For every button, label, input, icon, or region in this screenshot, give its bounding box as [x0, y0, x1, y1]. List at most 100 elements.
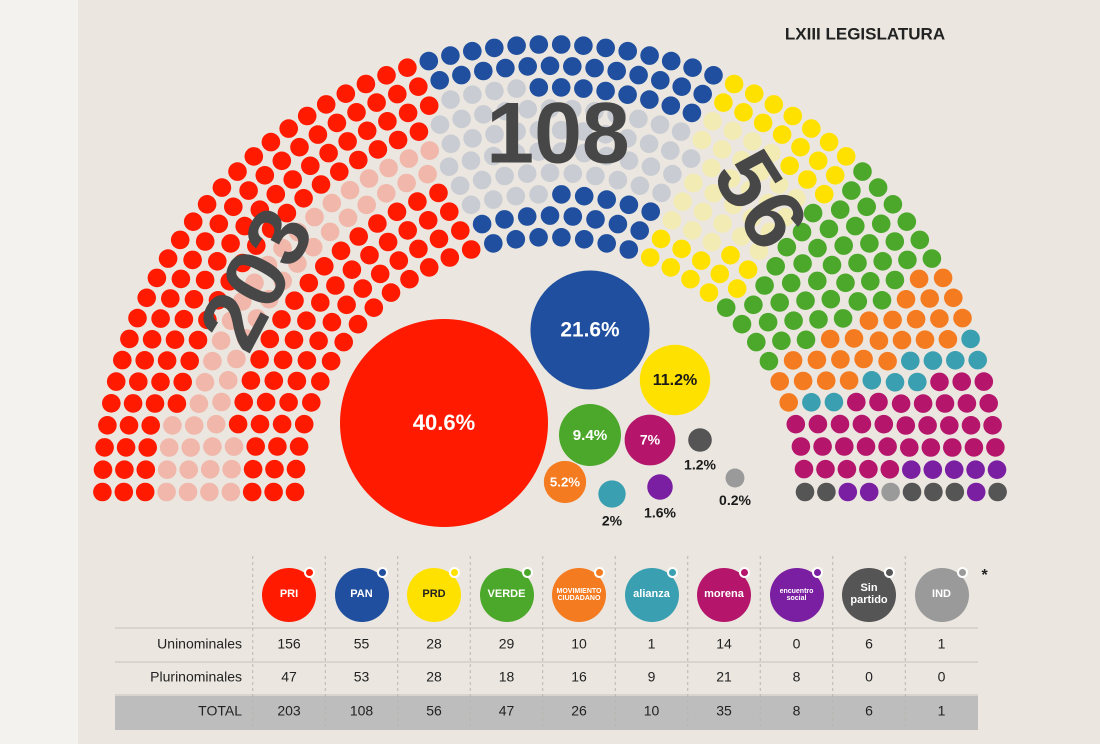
seat: [147, 268, 167, 288]
share-bubble: [598, 480, 626, 508]
seat: [359, 169, 379, 188]
seat: [770, 293, 789, 312]
seat: [316, 95, 336, 114]
seat: [315, 257, 334, 276]
seat: [881, 482, 900, 502]
seat: [208, 291, 228, 310]
share-label: 0.2%: [719, 492, 751, 508]
seat: [294, 189, 313, 208]
table-cell: 14: [716, 636, 732, 652]
seat: [400, 269, 419, 289]
seat: [129, 372, 148, 392]
seat: [808, 414, 828, 434]
seat: [874, 414, 894, 434]
share-label: 1.6%: [644, 504, 676, 520]
seat: [552, 228, 571, 247]
seat: [419, 258, 439, 277]
seat: [913, 394, 933, 413]
share-bubble: [624, 414, 676, 466]
seat: [349, 227, 369, 246]
seat: [740, 180, 760, 200]
share-bubble: [530, 270, 650, 390]
seat: [857, 197, 876, 217]
seat: [377, 184, 396, 203]
seat: [268, 437, 287, 456]
seat: [944, 460, 964, 480]
seat: [618, 85, 637, 104]
seat: [203, 351, 222, 371]
seat: [336, 84, 356, 103]
seat: [988, 482, 1007, 502]
share-bubble: [639, 344, 711, 416]
seat: [607, 105, 626, 124]
party-ring: [376, 567, 388, 578]
seat: [724, 195, 743, 215]
seat: [807, 350, 827, 370]
seat: [408, 192, 427, 211]
share-label: 5.2%: [550, 475, 580, 490]
seat: [640, 46, 659, 65]
seat: [305, 207, 324, 227]
table-cell: 8: [793, 703, 801, 719]
seat: [142, 330, 162, 349]
seat: [420, 141, 440, 160]
seat: [228, 162, 247, 181]
seat: [218, 371, 238, 390]
seat: [353, 279, 373, 298]
seat: [563, 57, 582, 76]
seat: [367, 93, 386, 112]
seat: [822, 255, 842, 275]
share-label: 40.6%: [413, 410, 475, 435]
table-cell: 47: [499, 703, 515, 719]
seat: [780, 156, 799, 176]
seat: [381, 283, 401, 302]
party-ring: [739, 567, 750, 578]
seat: [868, 178, 888, 197]
seat: [883, 195, 903, 214]
table-cell: 6: [865, 636, 873, 652]
seat: [279, 393, 298, 412]
seat: [743, 132, 762, 151]
seat: [273, 238, 292, 258]
seat: [311, 175, 331, 194]
seat: [303, 237, 323, 257]
seat: [485, 125, 504, 144]
seat: [102, 394, 121, 413]
share-bubble: [340, 319, 548, 527]
seat: [450, 176, 470, 195]
seat: [496, 58, 515, 78]
seat: [165, 330, 185, 350]
seat: [618, 129, 637, 148]
seat: [485, 81, 504, 101]
seat: [327, 113, 347, 133]
seat: [640, 90, 659, 109]
seat: [923, 460, 943, 480]
table-cell: 18: [499, 669, 515, 685]
seat: [419, 51, 439, 71]
seat: [188, 330, 208, 350]
seat: [692, 130, 712, 150]
table-cell: 9: [648, 669, 656, 685]
seat: [772, 125, 792, 144]
seat: [619, 195, 639, 215]
seat: [261, 219, 281, 239]
seat: [842, 181, 861, 200]
seat: [770, 372, 789, 391]
seat: [184, 416, 204, 435]
seat: [337, 295, 356, 315]
seat: [651, 71, 670, 90]
seat: [597, 146, 616, 166]
seat: [348, 314, 368, 334]
seat: [760, 222, 780, 242]
seat: [838, 482, 858, 502]
seat: [540, 99, 560, 118]
seat: [848, 292, 868, 311]
seat: [744, 84, 764, 103]
seat: [398, 221, 418, 240]
seat: [212, 392, 231, 412]
seat: [206, 414, 226, 434]
share-bubble: [543, 460, 587, 504]
seat: [397, 173, 416, 193]
seat: [891, 394, 911, 414]
seat: [830, 200, 850, 219]
